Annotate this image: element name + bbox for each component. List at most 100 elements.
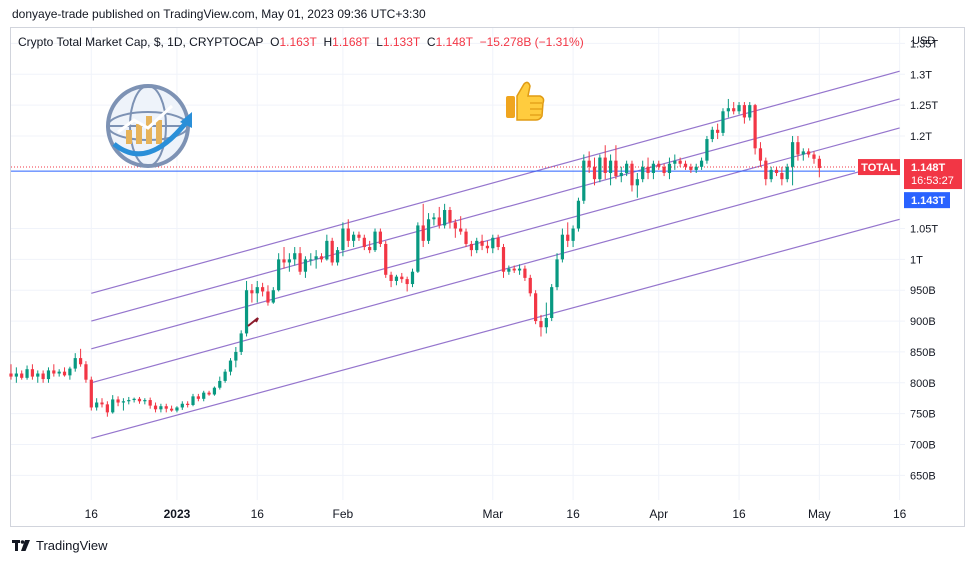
- candle: [737, 102, 741, 115]
- candle: [73, 353, 77, 372]
- candle-body: [405, 279, 409, 285]
- candle-body: [769, 169, 773, 180]
- candle: [443, 203, 447, 229]
- candle: [437, 206, 441, 229]
- x-tick-label: Mar: [482, 507, 503, 521]
- candle-body: [68, 368, 72, 376]
- candle: [721, 108, 725, 136]
- candle-body: [748, 105, 752, 118]
- candle: [341, 222, 345, 257]
- candle: [603, 145, 607, 180]
- y-tick-label: 1T: [910, 254, 923, 266]
- candle-body: [319, 256, 324, 260]
- candle: [89, 376, 93, 411]
- candle-body: [608, 160, 613, 173]
- candle-body: [164, 406, 168, 409]
- candle-body: [646, 166, 650, 173]
- candle: [651, 160, 656, 180]
- candle-body: [303, 259, 308, 272]
- drawing-mark: [247, 317, 259, 327]
- candle-body: [25, 369, 29, 378]
- candle-body: [212, 387, 217, 395]
- candle: [694, 163, 698, 173]
- candle-body: [132, 398, 136, 401]
- candle: [517, 264, 522, 275]
- candle-body: [614, 160, 618, 177]
- candle: [218, 376, 222, 390]
- candle: [582, 154, 586, 204]
- symbol-tag-label: TOTAL: [861, 162, 897, 174]
- candle-body: [239, 333, 243, 352]
- candle-body: [30, 369, 35, 377]
- candle: [812, 151, 816, 164]
- candle-body: [357, 234, 361, 238]
- candle-body: [539, 321, 543, 328]
- candle-body: [443, 210, 447, 226]
- candle: [212, 386, 217, 396]
- candle-body: [293, 253, 297, 260]
- candle: [769, 166, 773, 183]
- candle: [137, 396, 142, 404]
- candle-body: [641, 166, 645, 180]
- candle-body: [437, 217, 441, 226]
- last-price-box: [904, 159, 962, 190]
- price-lines: [11, 166, 855, 172]
- candle-body: [352, 234, 356, 241]
- legend-close-key: C: [426, 35, 436, 49]
- candle: [667, 157, 672, 180]
- candle-body: [335, 250, 340, 263]
- candle: [175, 406, 179, 413]
- candle-body: [459, 228, 463, 232]
- candle-body: [491, 237, 495, 249]
- candle: [453, 219, 457, 238]
- candle: [330, 237, 334, 266]
- y-tick-label: 1.35T: [910, 38, 938, 50]
- candle: [335, 247, 340, 266]
- y-tick-label: 1.25T: [910, 100, 938, 112]
- candle-body: [228, 360, 233, 372]
- candle-body: [801, 151, 805, 155]
- candle: [9, 364, 13, 380]
- y-tick-label: 850B: [910, 347, 936, 359]
- candle-body: [260, 287, 265, 292]
- last-price-value: 1.148T: [911, 162, 946, 174]
- candle: [560, 228, 564, 263]
- candle: [68, 366, 72, 380]
- candle: [592, 157, 597, 186]
- legend-change: −15.278B (−1.31%): [479, 35, 584, 49]
- candle-body: [758, 148, 763, 161]
- candle: [111, 395, 115, 414]
- candle-body: [550, 287, 554, 318]
- candle-body: [9, 373, 13, 377]
- candle: [127, 396, 131, 405]
- candle-body: [780, 172, 784, 180]
- legend-high-value: 1.168T: [332, 35, 370, 49]
- candle: [635, 172, 639, 198]
- candle: [528, 274, 532, 297]
- candle: [576, 197, 581, 232]
- legend-close-value: 1.148T: [435, 35, 473, 49]
- candle-body: [341, 228, 345, 251]
- candle-body: [630, 163, 634, 186]
- candle: [512, 265, 516, 273]
- legend-low-value: 1.133T: [382, 35, 421, 49]
- candle: [774, 166, 779, 177]
- candle-body: [143, 400, 147, 402]
- candle: [260, 282, 265, 297]
- candle: [153, 402, 158, 413]
- legend-high-key: H: [323, 35, 333, 49]
- candle-body: [89, 379, 93, 408]
- candle-body: [41, 373, 45, 380]
- candle: [421, 203, 425, 248]
- candle: [191, 393, 195, 407]
- footer-brand[interactable]: TradingView: [12, 538, 108, 553]
- candle-body: [619, 172, 623, 177]
- y-tick-label: 950B: [910, 285, 936, 297]
- candle-body: [576, 200, 581, 229]
- candle: [266, 285, 270, 306]
- candle: [485, 240, 490, 254]
- candle-body: [625, 163, 629, 173]
- candle-body: [100, 402, 104, 405]
- candle-body: [159, 406, 163, 410]
